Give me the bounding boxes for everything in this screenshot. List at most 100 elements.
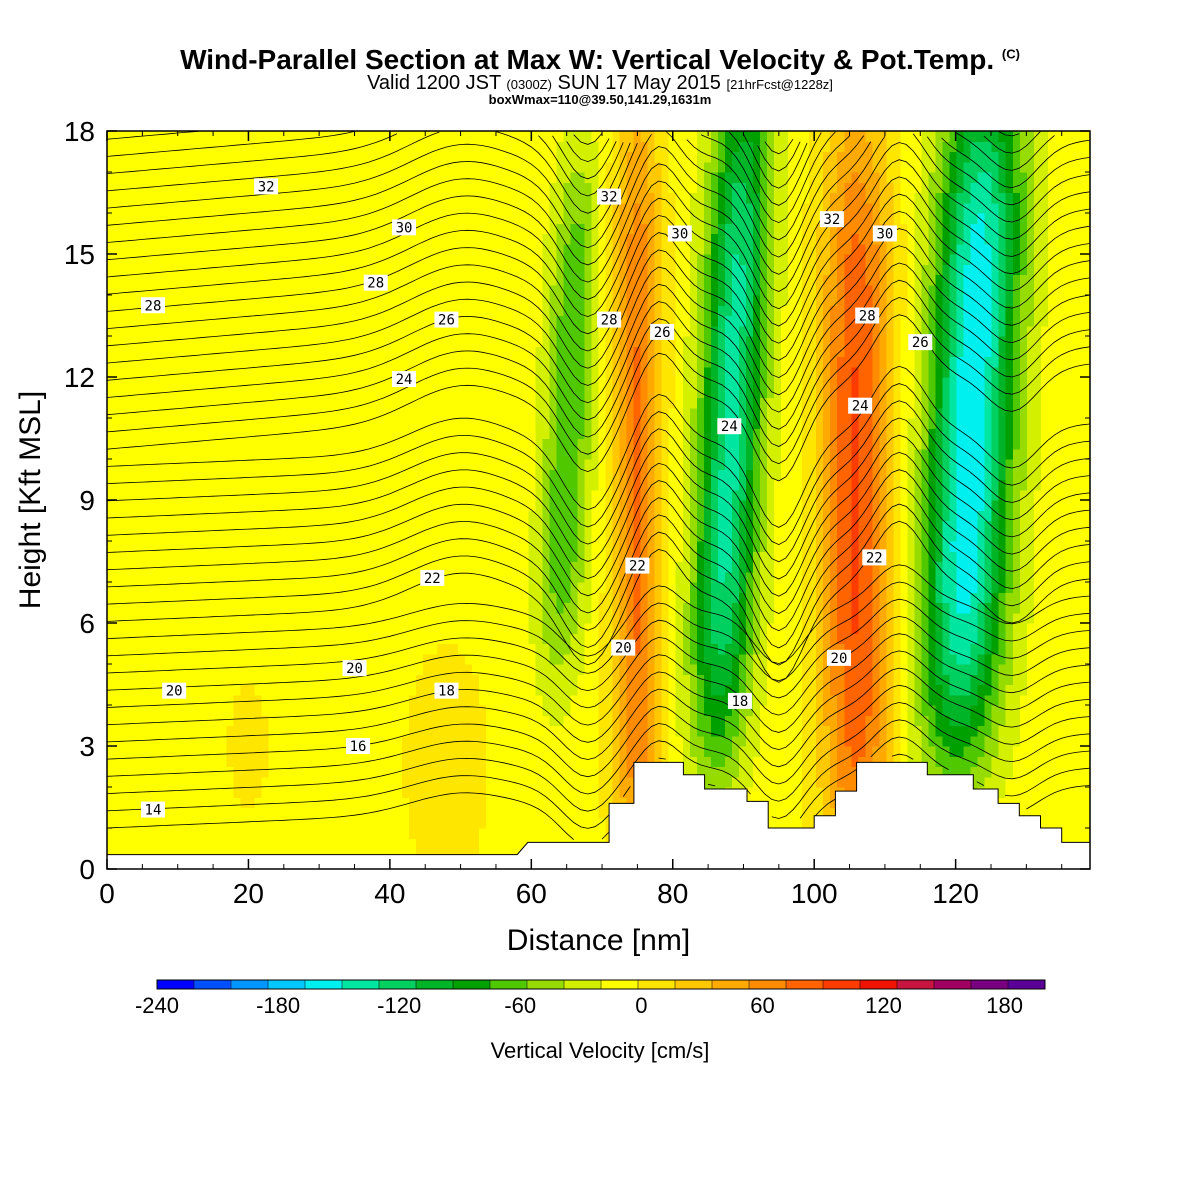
contour-label-box: [908, 334, 933, 351]
contour-label-box: [420, 569, 445, 586]
contour-label: 18: [438, 684, 455, 700]
colorbar-tick-label: 60: [750, 993, 774, 1018]
theta-contour-line: [573, 133, 794, 155]
theta-contour-line: [106, 131, 808, 189]
y-tick-label: 0: [79, 854, 95, 885]
theta-contour-line: [106, 279, 1091, 447]
colorbar-tick-label: -240: [135, 993, 179, 1018]
contour-label: 24: [852, 399, 869, 415]
contour-label-box: [819, 211, 844, 228]
contour-label: 28: [145, 298, 162, 314]
contour-label-box: [363, 274, 388, 291]
contour-label: 30: [671, 227, 688, 243]
x-tick-label: 40: [374, 878, 405, 909]
x-tick-label: 80: [657, 878, 688, 909]
colorbar-tick-label: 120: [865, 993, 902, 1018]
theta-contour-line: [106, 133, 1091, 292]
contour-label: 32: [601, 190, 618, 206]
theta-contour-line: [106, 753, 1091, 840]
x-axis-label: Distance [nm]: [507, 924, 690, 957]
contour-label: 30: [876, 227, 893, 243]
contour-label-box: [848, 397, 873, 414]
theta-contour-line: [106, 581, 1091, 682]
colorbar-swatch: [786, 980, 824, 989]
x-tick-label: 120: [932, 878, 979, 909]
theta-contour-line: [106, 159, 1091, 327]
theta-contour-line: [106, 633, 1091, 733]
terrain: [106, 761, 1091, 870]
colorbar-swatch: [305, 980, 343, 989]
contour-label-box: [434, 311, 459, 328]
chart-box-info: boxWmax=110@39.50,141.29,1631m: [488, 92, 712, 107]
x-tick-label: 100: [791, 878, 838, 909]
contour-label: 20: [346, 661, 363, 677]
colorbar-swatch: [231, 980, 269, 989]
contour-label-box: [254, 178, 279, 195]
colorbar-swatch: [638, 980, 676, 989]
theta-contour-line: [106, 210, 1091, 379]
colorbar-swatch: [897, 980, 935, 989]
colorbar-tick-label: 0: [635, 993, 647, 1018]
theta-contour-line: [106, 131, 1041, 224]
contour-label-box: [140, 801, 165, 818]
terrain-mask: [106, 761, 1091, 870]
theta-contour-line: [106, 667, 1091, 768]
colorbar-swatch: [157, 980, 195, 989]
y-tick-label: 6: [79, 608, 95, 639]
theta-contour-line: [106, 520, 1091, 683]
colorbar-tick-label: -180: [256, 993, 300, 1018]
contour-label: 32: [823, 212, 840, 228]
contour-label-box: [855, 307, 880, 324]
colorbar-swatch: [268, 980, 306, 989]
contour-label-box: [826, 649, 851, 666]
contour-label-box: [140, 297, 165, 314]
theta-contour-line: [106, 400, 1091, 563]
theta-contour-line: [106, 719, 1091, 819]
theta-contour-line: [106, 684, 1091, 785]
colorbar-swatch: [194, 980, 232, 989]
contour-label-box: [597, 311, 622, 328]
colorbar-swatch: [934, 980, 972, 989]
theta-contour-line: [106, 417, 1091, 580]
contour-label-box: [392, 219, 417, 236]
colorbar-swatch: [379, 980, 417, 989]
contour-label-box: [392, 371, 417, 388]
colorbar-swatch: [1008, 980, 1046, 989]
contour-label-box: [872, 225, 897, 242]
velocity-field: [107, 131, 1091, 870]
contour-label-box: [162, 682, 187, 699]
contour-label: 14: [145, 803, 162, 819]
theta-contour-line: [106, 365, 1091, 528]
x-tick-label: 20: [233, 878, 264, 909]
y-tick-label: 3: [79, 731, 95, 762]
chart-title: Wind-Parallel Section at Max W: Vertical…: [180, 44, 1020, 75]
contour-label: 16: [350, 739, 367, 755]
colorbar-tick-label: -120: [377, 993, 421, 1018]
theta-contour-line: [106, 383, 1091, 546]
theta-contour-line: [106, 132, 1055, 241]
contour-label-box: [342, 660, 367, 677]
contour-label-box: [611, 639, 636, 656]
theta-contour-line: [106, 503, 1091, 666]
theta-contour-line: [106, 650, 1091, 751]
colorbar-swatch: [971, 980, 1009, 989]
theta-contour-line: [106, 615, 1091, 716]
contour-label: 32: [258, 179, 275, 195]
theta-contour-line: [106, 469, 1091, 632]
colorbar-swatch: [860, 980, 898, 989]
colorbar-swatch: [712, 980, 750, 989]
theta-contour-line: [106, 598, 1091, 699]
theta-contour-line: [106, 136, 1091, 275]
contour-label-box: [346, 738, 371, 754]
contour-label: 24: [721, 419, 738, 435]
contour-label: 20: [831, 651, 848, 667]
contour-label: 18: [732, 694, 749, 710]
colorbar-swatch: [527, 980, 565, 989]
contour-label-box: [717, 418, 742, 435]
colorbar-swatch: [453, 980, 491, 989]
x-tick-label: 60: [516, 878, 547, 909]
contour-label: 20: [615, 641, 632, 657]
colorbar-tick-label: 180: [986, 993, 1023, 1018]
contour-label: 22: [629, 559, 646, 575]
